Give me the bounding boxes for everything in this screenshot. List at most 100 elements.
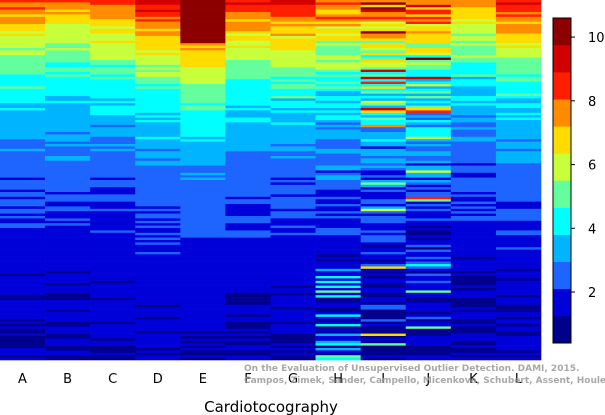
- heatmap-cell: [225, 124, 271, 128]
- heatmap-cell: [90, 321, 136, 325]
- heatmap-cell: [45, 189, 91, 193]
- heatmap-cell: [495, 211, 542, 214]
- heatmap-cell: [45, 74, 91, 78]
- heatmap-cell: [405, 336, 452, 339]
- heatmap-cell: [450, 163, 497, 166]
- heatmap-cell: [180, 290, 226, 294]
- heatmap-cell: [405, 352, 452, 356]
- heatmap-cell: [45, 4, 91, 8]
- heatmap-cell: [405, 266, 452, 270]
- heatmap-cell: [450, 187, 497, 190]
- colorbar-segment: [553, 234, 571, 263]
- heatmap-cell: [0, 122, 46, 126]
- heatmap-cell: [0, 218, 46, 222]
- heatmap-cell: [90, 110, 136, 114]
- heatmap-cell: [495, 168, 542, 171]
- heatmap-cell: [405, 112, 452, 116]
- heatmap-cell: [315, 105, 361, 109]
- heatmap-cell: [0, 48, 46, 51]
- heatmap-cell: [270, 319, 316, 322]
- heatmap-cell: [360, 124, 407, 128]
- heatmap-cell: [270, 309, 316, 313]
- heatmap-cell: [180, 304, 226, 308]
- heatmap-cell: [45, 151, 91, 154]
- heatmap-cell: [0, 105, 46, 109]
- heatmap-cells: [0, 0, 542, 361]
- heatmap-cell: [135, 204, 181, 207]
- heatmap-cell: [315, 24, 361, 27]
- heatmap-cell: [0, 134, 46, 138]
- heatmap-cell: [45, 24, 91, 27]
- heatmap-cell: [450, 232, 497, 236]
- heatmap-cell: [270, 86, 316, 90]
- heatmap-cell: [360, 122, 407, 126]
- heatmap-cell: [315, 0, 361, 3]
- heatmap-cell: [270, 136, 316, 140]
- heatmap-cell: [90, 141, 136, 145]
- heatmap-cell: [90, 326, 136, 330]
- heatmap-cell: [270, 321, 316, 325]
- heatmap-cell: [45, 352, 91, 356]
- heatmap-cell: [315, 256, 361, 260]
- heatmap-cell: [405, 175, 452, 178]
- heatmap-cell: [405, 268, 452, 272]
- heatmap-cell: [495, 223, 542, 226]
- heatmap-cell: [270, 280, 316, 284]
- heatmap-cell: [405, 300, 452, 303]
- colorbar-segment: [553, 72, 571, 100]
- heatmap-cell: [135, 40, 181, 44]
- heatmap-cell: [225, 355, 271, 358]
- heatmap-cell: [0, 136, 46, 140]
- heatmap-cell: [405, 132, 452, 135]
- heatmap-cell: [0, 333, 46, 337]
- heatmap-cell: [495, 117, 542, 121]
- heatmap-cell: [90, 216, 136, 219]
- heatmap-cell: [225, 314, 271, 318]
- heatmap-cell: [135, 50, 181, 54]
- heatmap-cell: [225, 259, 271, 262]
- heatmap-cell: [360, 355, 407, 358]
- heatmap-cell: [405, 328, 452, 332]
- heatmap-cell: [495, 352, 542, 356]
- heatmap-cell: [90, 175, 136, 178]
- heatmap-cell: [450, 336, 497, 339]
- heatmap-cell: [0, 345, 46, 349]
- heatmap-cell: [180, 182, 226, 186]
- heatmap-cell: [45, 271, 91, 274]
- heatmap-cell: [270, 7, 316, 10]
- colorbar-segment: [553, 45, 571, 73]
- heatmap-cell: [360, 340, 407, 344]
- colorbar-segment: [553, 180, 571, 208]
- heatmap-cell: [90, 69, 136, 73]
- heatmap-cell: [90, 343, 136, 346]
- heatmap-cell: [315, 117, 361, 121]
- heatmap-cell: [45, 100, 91, 104]
- watermark-line-2: Campos, Zimek, Sander, Campello, Micenko…: [244, 376, 605, 386]
- heatmap-cell: [90, 76, 136, 80]
- heatmap-cell: [225, 112, 271, 116]
- heatmap-cell: [495, 129, 542, 133]
- heatmap-cell: [180, 33, 226, 37]
- heatmap-cell: [0, 225, 46, 229]
- heatmap-cell: [90, 266, 136, 270]
- heatmap-cell: [450, 88, 497, 92]
- heatmap-cell: [225, 139, 271, 142]
- heatmap-cell: [135, 120, 181, 123]
- heatmap-cell: [450, 290, 497, 294]
- heatmap-cell: [360, 242, 407, 246]
- heatmap-cell: [405, 86, 452, 90]
- heatmap-cell: [90, 93, 136, 97]
- heatmap-cell: [225, 249, 271, 253]
- heatmap-cell: [135, 134, 181, 138]
- heatmap-cell: [315, 252, 361, 255]
- heatmap-cell: [450, 136, 497, 140]
- heatmap-cell: [270, 242, 316, 246]
- heatmap-cell: [405, 244, 452, 248]
- heatmap-cell: [270, 79, 316, 82]
- heatmap-cell: [45, 264, 91, 267]
- heatmap-cell: [45, 199, 91, 202]
- heatmap-cell: [0, 319, 46, 322]
- heatmap-cell: [180, 196, 226, 200]
- heatmap-cell: [0, 340, 46, 344]
- heatmap-cell: [270, 232, 316, 236]
